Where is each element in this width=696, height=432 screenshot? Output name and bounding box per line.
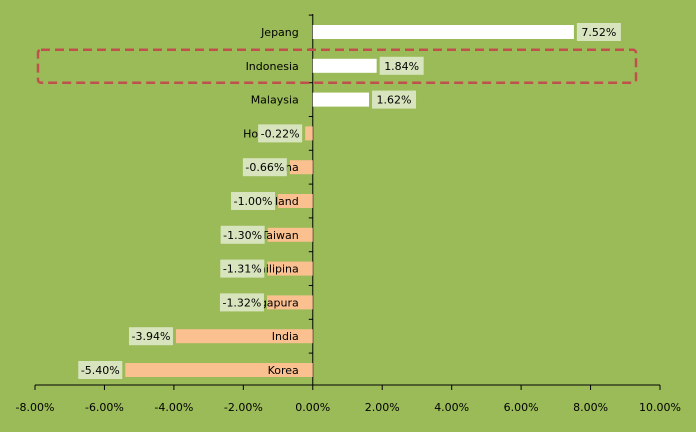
- data-label: -1.30%: [223, 229, 262, 242]
- category-label: Taiwan: [260, 229, 298, 242]
- data-label-box: [219, 293, 264, 312]
- x-tick-label: 2.00%: [365, 401, 400, 414]
- x-tick-label: 8.00%: [573, 401, 608, 414]
- data-label-box: [242, 158, 287, 177]
- data-label: -3.94%: [132, 330, 171, 343]
- highlight-box: [36, 48, 638, 85]
- x-tick-label: 6.00%: [504, 401, 539, 414]
- x-tick-label: 4.00%: [434, 401, 469, 414]
- bar: [289, 160, 313, 175]
- data-label: 1.84%: [384, 60, 419, 73]
- data-label: -0.66%: [245, 161, 284, 174]
- data-label-box: [220, 225, 265, 244]
- data-label: -1.31%: [223, 263, 262, 276]
- category-label: India: [272, 330, 299, 343]
- x-tick-label: -4.00%: [154, 401, 193, 414]
- bar: [312, 58, 377, 73]
- bar: [175, 329, 313, 344]
- data-label: -0.22%: [261, 127, 300, 140]
- bar: [312, 92, 370, 107]
- data-label-box: [372, 90, 417, 109]
- category-label: Malaysia: [251, 94, 299, 107]
- data-label: 7.52%: [581, 26, 616, 39]
- data-label-box: [379, 56, 424, 75]
- bar: [266, 295, 313, 310]
- bar: [312, 25, 574, 39]
- category-label: Jepang: [260, 26, 299, 39]
- data-label-box: [220, 259, 265, 278]
- data-label: -1.32%: [222, 296, 261, 309]
- data-label: 1.62%: [377, 94, 412, 107]
- x-tick-label: -2.00%: [224, 401, 263, 414]
- data-label-box: [258, 124, 303, 143]
- bar: [125, 363, 313, 377]
- bar: [267, 227, 313, 242]
- category-label: Korea: [268, 364, 299, 377]
- x-tick-label: 10.00%: [639, 401, 681, 414]
- x-tick-label: 0.00%: [295, 401, 330, 414]
- bar: [278, 194, 313, 208]
- data-label-box: [231, 192, 276, 210]
- x-tick-label: -8.00%: [16, 401, 55, 414]
- data-label-box: [128, 327, 173, 346]
- x-tick-label: -6.00%: [85, 401, 124, 414]
- data-label-box: [576, 23, 621, 41]
- bar: [267, 261, 313, 276]
- data-label: -1.00%: [234, 195, 273, 208]
- category-label: Indonesia: [246, 60, 299, 73]
- data-label-box: [78, 361, 123, 379]
- bar: [305, 126, 313, 141]
- data-label: -5.40%: [81, 364, 120, 377]
